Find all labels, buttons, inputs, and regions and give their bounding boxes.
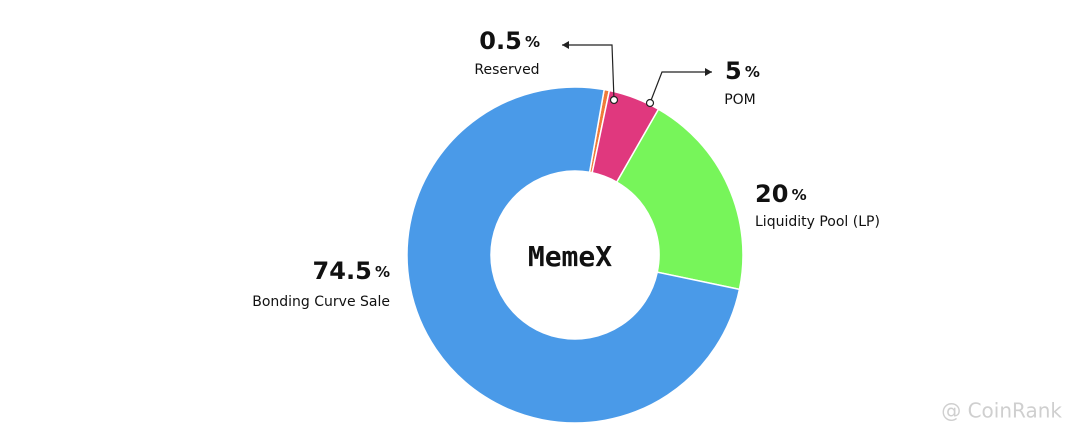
center-text: MemeX bbox=[528, 240, 612, 273]
value-unit: % bbox=[375, 263, 390, 281]
value-label: 0.5 % bbox=[479, 27, 540, 55]
value-label: 74.5 % bbox=[313, 257, 390, 285]
category-label: POM bbox=[724, 92, 756, 108]
leader-dot bbox=[609, 95, 619, 105]
value-number: 74.5 bbox=[313, 257, 372, 285]
slice bbox=[615, 108, 744, 291]
watermark: @ CoinRank bbox=[941, 399, 1062, 423]
leader-arrow bbox=[562, 41, 569, 49]
value-unit: % bbox=[525, 33, 540, 51]
leader-arrow bbox=[705, 68, 712, 76]
slice bbox=[406, 86, 741, 424]
value-unit: % bbox=[792, 186, 807, 204]
value-number: 20 bbox=[755, 180, 788, 208]
category-label: Bonding Curve Sale bbox=[252, 294, 390, 310]
value-number: 0.5 bbox=[479, 27, 522, 55]
category-label: Reserved bbox=[474, 62, 539, 78]
leader-dot bbox=[645, 98, 655, 108]
value-label: 20 % bbox=[755, 180, 807, 208]
value-label: 5 % bbox=[725, 57, 760, 85]
leader-line bbox=[649, 71, 712, 104]
value-number: 5 bbox=[725, 57, 742, 85]
category-label: Liquidity Pool (LP) bbox=[755, 214, 880, 230]
value-unit: % bbox=[745, 63, 760, 81]
leader-line bbox=[562, 44, 615, 101]
